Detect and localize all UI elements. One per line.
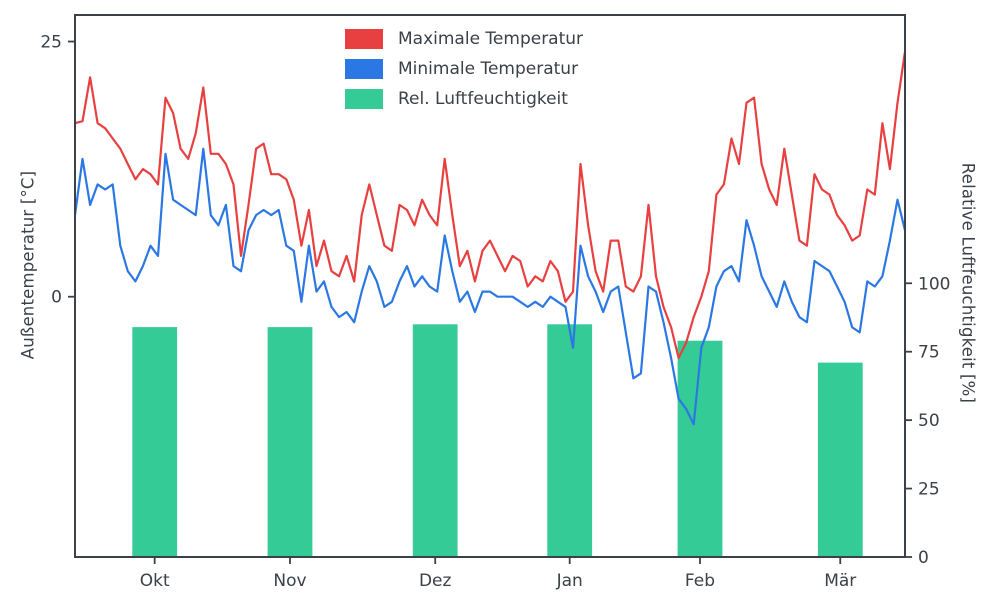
humidity-bar-Feb xyxy=(677,340,723,557)
legend: Maximale Temperatur Minimale Temperatur … xyxy=(343,27,590,111)
y-left-tick-label: 0 xyxy=(51,288,62,308)
humidity-bar-Jan xyxy=(547,324,593,557)
legend-swatch-rel-humidity xyxy=(345,89,383,109)
legend-item-rel-humidity: Rel. Luftfeuchtigkeit xyxy=(345,89,583,109)
y-axis-label-humidity: Relative Luftfeuchtigkeit [%] xyxy=(958,162,978,404)
y-axis-label-temperature: Außentemperatur [°C] xyxy=(18,170,38,360)
x-tick-label: Okt xyxy=(140,571,170,591)
y-right-tick-label: 25 xyxy=(918,480,940,500)
x-tick-label: Mär xyxy=(824,571,856,591)
humidity-bar-Okt xyxy=(132,327,178,557)
legend-swatch-min-temperature xyxy=(345,59,383,79)
y-right-tick-label: 100 xyxy=(918,274,950,294)
min-temperature-line xyxy=(73,147,907,426)
legend-item-max-temperature: Maximale Temperatur xyxy=(345,29,583,49)
y-right-tick-label: 50 xyxy=(918,411,940,431)
humidity-bar-Mär xyxy=(817,362,863,557)
x-tick-label: Jan xyxy=(556,571,583,591)
x-tick-label: Dez xyxy=(419,571,452,591)
y-right-tick-label: 0 xyxy=(918,548,929,568)
y-right-tick-label: 75 xyxy=(918,343,940,363)
legend-label-max-temperature: Maximale Temperatur xyxy=(398,29,584,49)
x-tick-label: Feb xyxy=(685,571,715,591)
legend-item-min-temperature: Minimale Temperatur xyxy=(345,59,583,79)
legend-label-rel-humidity: Rel. Luftfeuchtigkeit xyxy=(398,89,568,109)
legend-swatch-max-temperature xyxy=(345,29,383,49)
humidity-bar-Nov xyxy=(267,327,313,557)
y-left-tick-label: 25 xyxy=(40,33,62,53)
legend-label-min-temperature: Minimale Temperatur xyxy=(398,59,579,79)
x-tick-label: Nov xyxy=(273,571,306,591)
max-temperature-line xyxy=(73,50,907,360)
plot-border xyxy=(74,14,906,558)
humidity-bar-Dez xyxy=(412,324,458,557)
